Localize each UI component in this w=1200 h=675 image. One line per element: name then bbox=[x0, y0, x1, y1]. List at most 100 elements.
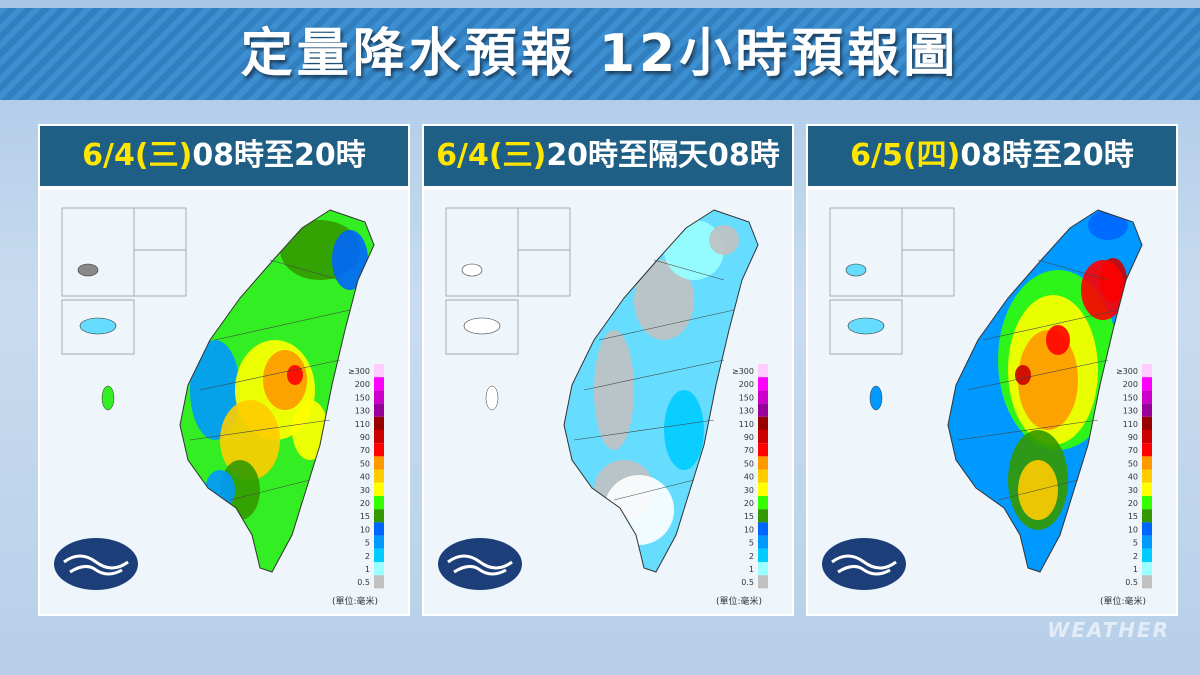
legend-label: 20 bbox=[360, 499, 370, 508]
panel-date: 6/5(四) bbox=[850, 138, 961, 173]
legend-label: 110 bbox=[355, 420, 370, 429]
inset-island bbox=[79, 317, 117, 335]
legend-swatch bbox=[758, 364, 768, 378]
legend-label: 200 bbox=[739, 380, 754, 389]
legend-label: 30 bbox=[1128, 486, 1138, 495]
map-panel: 6/5(四)08時至20時 ≥300 200 150 130 110 90 70 50 40 30 2… bbox=[806, 124, 1178, 616]
legend-label: 40 bbox=[744, 473, 754, 482]
legend-swatch bbox=[758, 403, 768, 417]
legend-swatch bbox=[1142, 456, 1152, 470]
legend-swatch bbox=[758, 390, 768, 404]
rain-area bbox=[1088, 210, 1128, 240]
watermark: WEATHER bbox=[1047, 618, 1170, 642]
legend-label: 150 bbox=[739, 393, 754, 402]
banner bbox=[0, 8, 1200, 100]
rain-area bbox=[634, 260, 694, 340]
inset-island bbox=[845, 263, 867, 277]
coastline bbox=[179, 209, 375, 573]
legend-swatch bbox=[1142, 535, 1152, 549]
legend-label: 150 bbox=[355, 393, 370, 402]
logo-swirl bbox=[831, 554, 897, 576]
legend-label: 130 bbox=[355, 407, 370, 416]
legend-swatch bbox=[1142, 562, 1152, 576]
legend-swatch bbox=[1142, 403, 1152, 417]
legend-swatch bbox=[374, 509, 384, 523]
legend-label: 0.5 bbox=[741, 578, 754, 587]
legend-swatch bbox=[374, 562, 384, 576]
legend-swatch bbox=[1142, 364, 1152, 378]
legend-swatch bbox=[1142, 482, 1152, 496]
panel-title: 6/5(四)08時至20時 bbox=[808, 126, 1176, 186]
logo-swirl bbox=[63, 554, 129, 576]
panel-date: 6/4(三) bbox=[82, 138, 193, 173]
legend-unit: (單位:毫米) bbox=[716, 595, 762, 607]
legend-swatch bbox=[758, 509, 768, 523]
legend-swatch bbox=[1142, 522, 1152, 536]
rain-area bbox=[263, 350, 307, 410]
rain-area bbox=[1081, 260, 1125, 320]
rain-map: ≥300 200 150 130 110 90 70 50 40 30 20 15 10 5 2 1 0.5 (單… bbox=[808, 190, 1176, 614]
legend-label: 70 bbox=[360, 446, 370, 455]
legend-label: 0.5 bbox=[1125, 578, 1138, 587]
legend-label: 200 bbox=[1123, 380, 1138, 389]
legend-swatch bbox=[1142, 443, 1152, 457]
legend-label: 110 bbox=[1123, 420, 1138, 429]
legend-swatch bbox=[758, 469, 768, 483]
legend-swatch bbox=[1142, 548, 1152, 562]
legend-label: 200 bbox=[355, 380, 370, 389]
logo bbox=[438, 538, 522, 590]
legend-swatch bbox=[374, 548, 384, 562]
legend-swatch bbox=[1142, 430, 1152, 444]
rain-areas bbox=[594, 220, 739, 545]
logo bbox=[54, 538, 138, 590]
inset-box bbox=[901, 249, 955, 297]
rain-area bbox=[292, 400, 328, 460]
legend-swatch bbox=[758, 416, 768, 430]
legend-swatch bbox=[1142, 416, 1152, 430]
legend-swatch bbox=[758, 443, 768, 457]
legend-swatch bbox=[1142, 390, 1152, 404]
legend-swatch bbox=[374, 469, 384, 483]
legend-swatch bbox=[374, 456, 384, 470]
legend-label: 50 bbox=[744, 459, 754, 468]
penghu bbox=[101, 385, 115, 411]
legend-label: ≥300 bbox=[348, 367, 370, 376]
inset-island bbox=[461, 263, 483, 277]
legend-swatch bbox=[758, 575, 768, 589]
legend-swatch bbox=[758, 522, 768, 536]
legend-unit: (單位:毫米) bbox=[332, 595, 378, 607]
panel-date: 6/4(三) bbox=[436, 138, 547, 173]
rain-area bbox=[332, 230, 368, 290]
legend-swatch bbox=[374, 482, 384, 496]
penghu bbox=[485, 385, 499, 411]
legend-label: 70 bbox=[1128, 446, 1138, 455]
legend-swatch bbox=[1142, 509, 1152, 523]
legend-swatch bbox=[374, 364, 384, 378]
legend-label: 15 bbox=[1128, 512, 1138, 521]
county-lines bbox=[189, 259, 351, 501]
legend-label: 0.5 bbox=[357, 578, 370, 587]
legend-label: ≥300 bbox=[1116, 367, 1138, 376]
page-title: 定量降水預報 12小時預報圖 bbox=[240, 24, 960, 84]
inset-box bbox=[445, 299, 519, 355]
rain-area bbox=[287, 365, 303, 385]
legend-label: 70 bbox=[744, 446, 754, 455]
rain-area bbox=[220, 400, 280, 480]
legend-label: 40 bbox=[1128, 473, 1138, 482]
legend-label: 110 bbox=[739, 420, 754, 429]
legend-label: 30 bbox=[744, 486, 754, 495]
legend-label: 10 bbox=[744, 525, 754, 534]
legend-label: 1 bbox=[1133, 565, 1138, 574]
map-panel: 6/4(三)08時至20時 ≥300 200 150 130 110 90 70 50 40 30 2… bbox=[38, 124, 410, 616]
legend-label: 90 bbox=[1128, 433, 1138, 442]
legend-label: 50 bbox=[1128, 459, 1138, 468]
inset-box bbox=[133, 249, 187, 297]
rain-area bbox=[664, 390, 704, 470]
inset-island bbox=[847, 317, 885, 335]
legend-label: ≥300 bbox=[732, 367, 754, 376]
county-lines bbox=[957, 259, 1119, 501]
inset-island bbox=[77, 263, 99, 277]
legend-label: 5 bbox=[1133, 539, 1138, 548]
legend-swatch bbox=[374, 535, 384, 549]
rain-map: ≥300 200 150 130 110 90 70 50 40 30 20 15 10 5 2 1 0.5 (單… bbox=[424, 190, 792, 614]
